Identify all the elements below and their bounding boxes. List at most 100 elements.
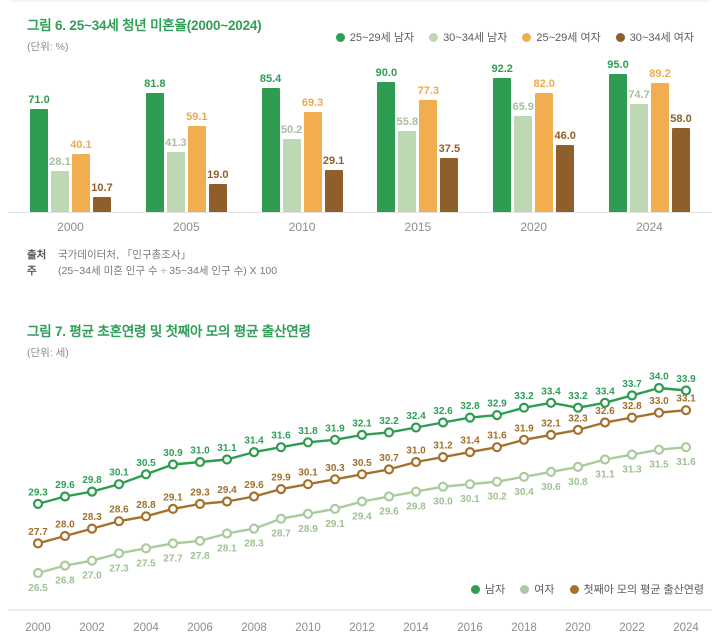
data-point <box>545 429 557 441</box>
data-point <box>680 405 692 416</box>
data-point <box>248 523 260 534</box>
point-value-label: 29.1 <box>325 519 345 530</box>
point-value-label: 33.4 <box>541 386 561 397</box>
line-chart: 29.3 29.6 29.8 30.1 30.5 30.9 31.0 31.1 31.4 31.6… <box>0 363 720 641</box>
bar-value-label: 59.1 <box>186 111 208 124</box>
source-row: 출처 국가데이터처, 「인구총조사」 <box>27 247 720 263</box>
bar-slot: 89.2 <box>649 68 671 212</box>
bar-value-label: 10.7 <box>91 181 113 194</box>
point-value-label: 33.9 <box>676 374 696 385</box>
data-point <box>545 466 557 478</box>
data-point <box>383 491 395 502</box>
data-point <box>113 548 125 559</box>
data-point <box>383 464 395 475</box>
figure-7-title: 그림 7. 평균 초혼연령 및 첫째아 모의 평균 출산연령 <box>27 324 311 339</box>
point-value-label: 30.1 <box>460 494 480 505</box>
note-text: (25~34세 미혼 인구 수 ÷ 35~34세 인구 수) X 100 <box>58 265 278 277</box>
x-tick-label: 2012 <box>349 622 375 634</box>
data-point <box>464 479 476 490</box>
data-point <box>653 382 665 394</box>
bar-slot: 28.1 <box>49 156 71 212</box>
data-point <box>518 434 530 445</box>
data-point <box>275 513 287 524</box>
bar-slot: 65.9 <box>512 101 534 212</box>
data-point <box>194 535 206 546</box>
bar <box>440 157 459 212</box>
point-value-label: 29.9 <box>271 473 291 484</box>
data-point <box>653 407 665 418</box>
point-value-label: 26.8 <box>55 576 75 587</box>
point-value-label: 32.3 <box>568 413 588 424</box>
data-point <box>410 486 422 497</box>
point-value-label: 29.3 <box>28 487 48 498</box>
data-point <box>572 424 584 436</box>
bar-slot: 58.0 <box>670 113 692 212</box>
data-point <box>329 503 341 514</box>
bar-slot: 90.0 <box>376 67 397 212</box>
legend-label: 첫째아 모의 평균 출산연령 <box>583 584 705 596</box>
x-tick-label: 2000 <box>25 622 51 634</box>
point-value-label: 30.5 <box>136 458 156 469</box>
figure-6-titles: 그림 6. 25~34세 청년 미혼율(2000~2024) (단위: %) <box>27 14 262 54</box>
legend-label: 여자 <box>534 584 555 596</box>
bar <box>556 145 575 212</box>
series-line <box>37 386 687 506</box>
data-point <box>437 417 449 428</box>
bar <box>261 88 280 212</box>
data-point <box>59 491 71 502</box>
x-tick-label: 2018 <box>511 622 537 634</box>
bar <box>419 99 438 212</box>
bar-value-label: 37.5 <box>438 142 461 155</box>
data-point <box>410 422 422 433</box>
data-point <box>491 442 503 453</box>
point-value-label: 28.3 <box>244 539 264 550</box>
point-value-label: 31.0 <box>406 446 426 457</box>
data-point <box>140 469 152 480</box>
bar-slot: 69.3 <box>302 97 323 212</box>
data-point <box>329 434 341 445</box>
point-value-label: 32.1 <box>541 418 561 429</box>
data-point <box>437 481 449 492</box>
point-value-label: 34.0 <box>649 372 669 383</box>
bar-value-label: 69.3 <box>301 96 324 109</box>
point-value-label: 29.1 <box>163 492 183 503</box>
data-point <box>167 459 179 470</box>
data-point <box>86 555 98 566</box>
bar-slot: 37.5 <box>439 143 460 212</box>
bar-slot: 95.0 <box>607 59 629 212</box>
bar-x-tick-row: 2000 2005 2010 2015 2020 2024 <box>0 220 720 234</box>
x-tick-label: 2020 <box>565 622 591 634</box>
point-value-label: 29.3 <box>190 487 210 498</box>
data-point <box>194 456 206 468</box>
point-value-label: 29.6 <box>244 480 264 491</box>
bar-value-label: 82.0 <box>533 78 555 91</box>
data-point <box>275 442 287 453</box>
point-value-label: 31.6 <box>487 431 507 442</box>
data-point <box>221 496 233 507</box>
data-point <box>167 538 179 549</box>
bar-chart: 71.0 28.1 40.1 10.7 81.8 41.3 59.1 19.0 85.4 50.2… <box>0 59 720 234</box>
bar <box>377 81 396 212</box>
figure-6-footnotes: 출처 국가데이터처, 「인구총조사」 주 (25~34세 미혼 인구 수 ÷ 3… <box>27 247 720 279</box>
source-label: 출처 <box>27 249 47 261</box>
data-point <box>599 417 611 428</box>
bar-value-label: 55.8 <box>396 116 419 129</box>
data-point <box>464 446 476 458</box>
legend-label: 30~34세 여자 <box>629 32 694 44</box>
legend-label: 30~34세 남자 <box>443 32 508 44</box>
figure-6-legend: 25~29세 남자 30~34세 남자 25~29세 여자 30~34세 여자 <box>335 29 694 45</box>
data-point <box>491 409 503 421</box>
point-value-label: 31.4 <box>460 436 480 447</box>
data-point <box>221 454 233 465</box>
legend-dot-icon <box>335 32 345 42</box>
data-point <box>32 567 44 579</box>
point-value-label: 27.0 <box>82 571 102 582</box>
bar-slot: 74.7 <box>628 89 650 212</box>
point-value-label: 27.7 <box>163 553 183 564</box>
data-point <box>32 498 44 509</box>
bar-slot: 59.1 <box>186 111 208 212</box>
bar-value-label: 77.3 <box>417 84 440 97</box>
point-value-label: 33.0 <box>649 396 669 407</box>
bar-value-label: 85.4 <box>259 73 282 86</box>
x-tick-label: 2014 <box>403 622 429 634</box>
